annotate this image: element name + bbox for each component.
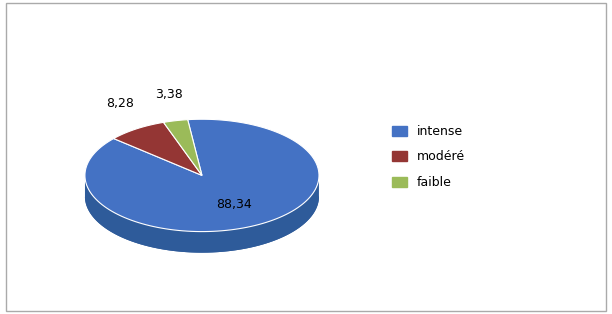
Legend: intense, modéré, faible: intense, modéré, faible — [392, 125, 465, 189]
Polygon shape — [163, 120, 202, 176]
Text: 8,28: 8,28 — [106, 97, 134, 110]
Polygon shape — [85, 119, 319, 232]
Polygon shape — [114, 122, 202, 176]
Polygon shape — [85, 176, 319, 253]
Text: 88,34: 88,34 — [216, 198, 252, 211]
Polygon shape — [85, 177, 319, 253]
Text: 3,38: 3,38 — [155, 89, 183, 101]
